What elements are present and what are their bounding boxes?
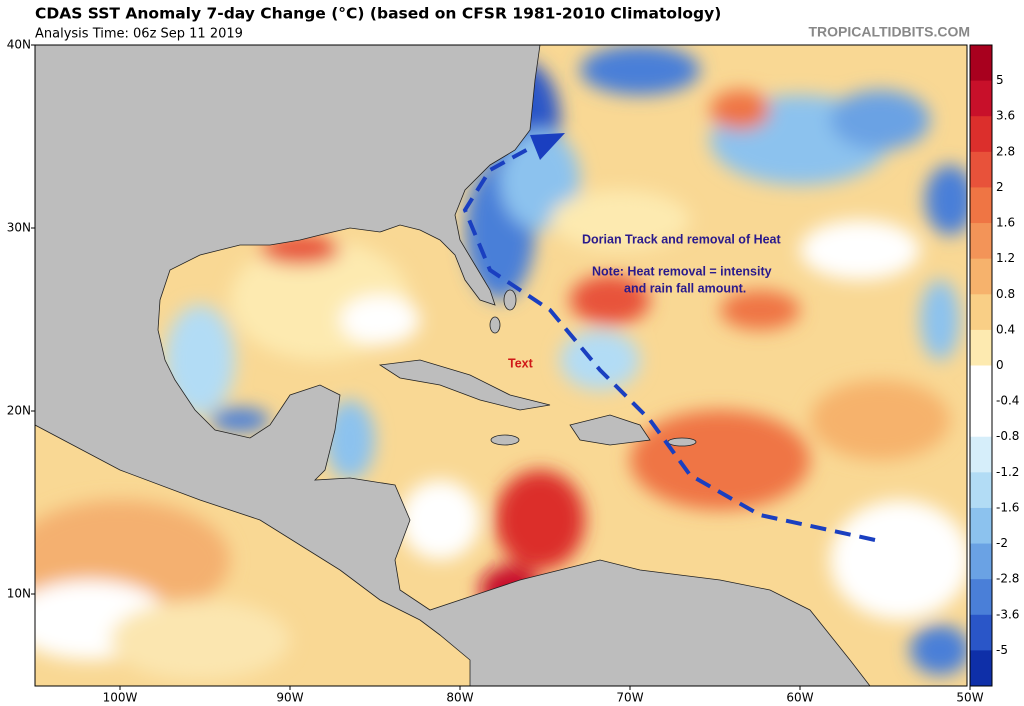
colorbar-label: 0.8 bbox=[996, 287, 1015, 301]
axes: 40N 30N 20N 10N 100W 90W 80W 70W 60W 50W 5 3.6 2.8 2 1… bbox=[7, 38, 1020, 705]
colorbar-frame bbox=[969, 44, 993, 687]
lat-label: 30N bbox=[7, 221, 31, 235]
colorbar-segment bbox=[970, 329, 992, 366]
colorbar-segment bbox=[970, 436, 992, 473]
colorbar-segment bbox=[970, 401, 992, 438]
colorbar-label: -1.6 bbox=[996, 500, 1019, 514]
source-logo: TROPICALTIDBITS.COM bbox=[808, 24, 970, 40]
colorbar-label: -2.8 bbox=[996, 572, 1019, 586]
dorian-track bbox=[462, 146, 876, 542]
lon-label: 100W bbox=[103, 691, 138, 705]
colorbar-segment bbox=[970, 151, 992, 188]
cuba bbox=[378, 359, 551, 411]
colorbar-label: -1.2 bbox=[996, 465, 1019, 479]
colorbar-label: -2 bbox=[996, 536, 1008, 550]
colorbar-segment bbox=[970, 187, 992, 224]
lon-label: 90W bbox=[276, 691, 303, 705]
colorbar-label: 2.8 bbox=[996, 144, 1015, 158]
colorbar-segment bbox=[970, 294, 992, 331]
analysis-time: Analysis Time: 06z Sep 11 2019 bbox=[35, 27, 243, 42]
bahamas bbox=[489, 316, 501, 334]
colorbar-label: 5 bbox=[996, 73, 1004, 87]
lon-label: 80W bbox=[446, 691, 473, 705]
annotation: and rain fall amount. bbox=[624, 281, 746, 295]
colorbar-segment bbox=[970, 116, 992, 153]
colorbar-segment bbox=[970, 614, 992, 651]
colorbar-label: -5 bbox=[996, 643, 1008, 657]
colorbar-segment bbox=[970, 507, 992, 545]
colorbar-label: -3.6 bbox=[996, 607, 1019, 621]
colorbar-segment bbox=[970, 80, 992, 117]
colorbar-label: 2 bbox=[996, 180, 1004, 194]
bahamas bbox=[503, 289, 517, 311]
track-arrow bbox=[530, 133, 565, 160]
colorbar-segment bbox=[970, 365, 992, 402]
colorbar-label: 1.2 bbox=[996, 251, 1015, 265]
lon-label: 60W bbox=[786, 691, 813, 705]
colorbar-segment bbox=[970, 223, 992, 260]
colorbar-label: 0 bbox=[996, 358, 1004, 372]
lat-label: 10N bbox=[7, 587, 31, 601]
colorbar-label: 1.6 bbox=[996, 216, 1015, 230]
annotation: Dorian Track and removal of Heat bbox=[582, 232, 782, 246]
colorbar-label: -0.4 bbox=[996, 394, 1019, 408]
land bbox=[35, 45, 871, 686]
annotation: Text bbox=[508, 356, 534, 370]
colorbar-segment bbox=[970, 258, 992, 295]
colorbar-segment bbox=[970, 45, 992, 82]
map bbox=[35, 45, 967, 686]
colorbar-segment bbox=[970, 650, 992, 687]
jamaica bbox=[490, 434, 520, 446]
hispaniola bbox=[569, 414, 651, 446]
colorbar-label: 0.4 bbox=[996, 322, 1015, 336]
lon-label: 70W bbox=[616, 691, 643, 705]
colorbar-segment bbox=[970, 543, 992, 580]
title: CDAS SST Anomaly 7-day Change (°C) (base… bbox=[35, 5, 721, 23]
puerto-rico bbox=[667, 437, 697, 447]
map-frame bbox=[34, 44, 968, 687]
colorbar-label: -0.8 bbox=[996, 429, 1019, 443]
colorbar-segment bbox=[970, 579, 992, 616]
colorbar-segment bbox=[970, 472, 992, 509]
annotation: Note: Heat removal = intensity bbox=[592, 264, 772, 278]
lon-label: 50W bbox=[956, 691, 983, 705]
lat-label: 40N bbox=[7, 38, 31, 52]
colorbar-label: 3.6 bbox=[996, 109, 1015, 123]
lat-label: 20N bbox=[7, 404, 31, 418]
